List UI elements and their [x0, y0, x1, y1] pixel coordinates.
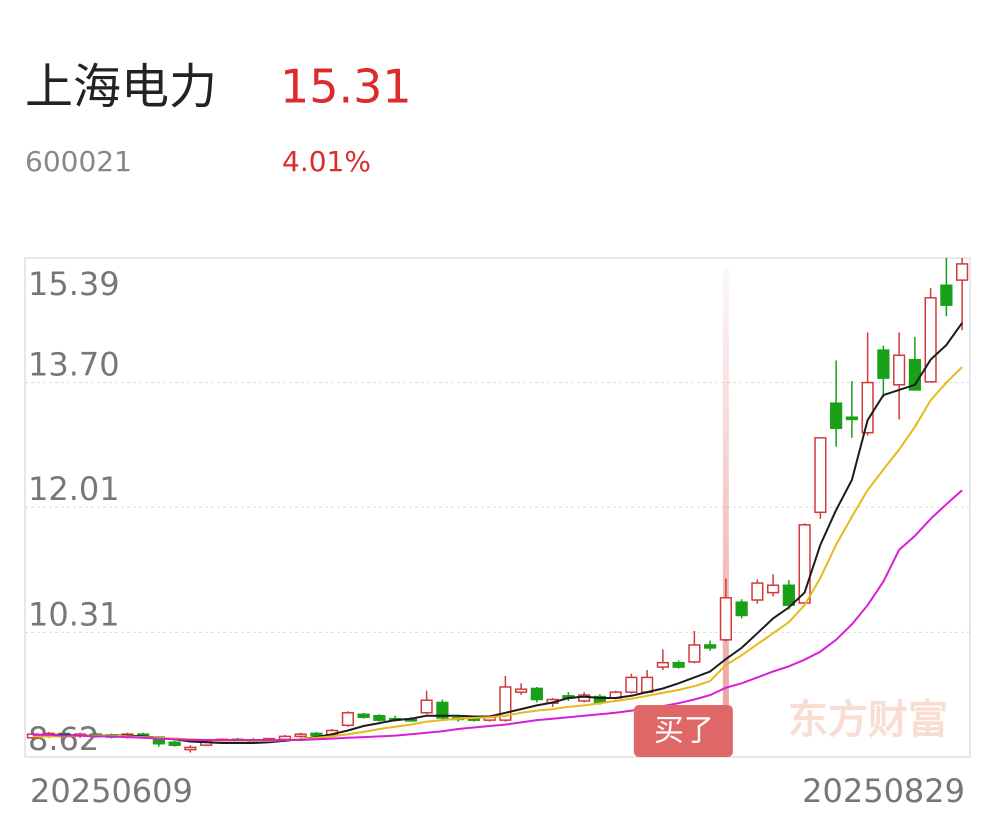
- candle-body: [956, 263, 969, 281]
- candle-body: [357, 713, 370, 718]
- candle-body: [767, 584, 780, 594]
- candle-body: [515, 688, 528, 693]
- y-tick-label: 13.70: [28, 346, 120, 384]
- candle-body: [420, 699, 433, 714]
- stock-name: 上海电力: [25, 59, 217, 115]
- stock-code: 600021: [25, 145, 132, 178]
- marker-label: 买了: [654, 714, 714, 749]
- candle-body: [672, 661, 685, 668]
- candle-body: [893, 354, 906, 386]
- ma-line: [32, 366, 963, 742]
- candle-body: [530, 687, 543, 701]
- watermark: 东方财富: [788, 697, 948, 743]
- candle-body: [436, 701, 449, 719]
- ma-line: [32, 489, 963, 741]
- candle-body: [641, 676, 654, 693]
- candle-body: [310, 732, 323, 737]
- x-tick-label: 20250609: [30, 772, 193, 810]
- ma-line: [32, 322, 963, 744]
- candle-body: [373, 714, 386, 721]
- plot-frame: [24, 257, 971, 758]
- candle-body: [168, 741, 181, 746]
- candle-body: [798, 524, 811, 604]
- candle-body: [814, 437, 827, 514]
- candle-body: [877, 349, 890, 379]
- candle-body: [341, 712, 354, 727]
- candle-body: [294, 733, 307, 738]
- candle-body: [656, 661, 669, 668]
- candle-body: [688, 644, 701, 663]
- candle-body: [735, 601, 748, 617]
- candle-body: [751, 582, 764, 601]
- candle-body: [704, 644, 717, 649]
- candle-body: [782, 584, 795, 606]
- candle-body: [830, 402, 843, 430]
- x-tick-label: 20250829: [802, 772, 965, 810]
- candle-body: [499, 686, 512, 721]
- marker-badge: [633, 705, 733, 757]
- candle-body: [861, 381, 874, 434]
- y-tick-label: 8.62: [28, 720, 99, 758]
- y-tick-label: 12.01: [28, 470, 120, 508]
- candle-body: [625, 676, 638, 693]
- stock-change: 4.01%: [282, 145, 371, 178]
- y-tick-label: 10.31: [28, 595, 120, 633]
- candle-body: [719, 597, 732, 641]
- y-tick-label: 15.39: [28, 265, 120, 303]
- candle-body: [845, 416, 858, 421]
- candle-body: [924, 297, 937, 383]
- marker-line: [722, 268, 729, 705]
- candle-body: [184, 746, 197, 751]
- stock-price: 15.31: [280, 60, 412, 114]
- candle-body: [940, 284, 953, 306]
